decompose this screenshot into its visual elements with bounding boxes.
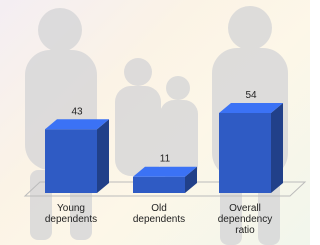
- value-label: 11: [160, 154, 171, 165]
- bar-side: [97, 119, 109, 193]
- x-tick-label: Young dependents: [36, 203, 106, 225]
- bar-side: [271, 103, 283, 193]
- value-label: 43: [71, 106, 83, 117]
- bar: [219, 103, 283, 193]
- bar-front: [45, 129, 97, 193]
- x-tick-label: Old dependents: [124, 203, 194, 225]
- bar-front: [219, 113, 271, 193]
- x-tick-label: Overall dependency ratio: [210, 203, 280, 236]
- bar: [45, 119, 109, 193]
- bar-front: [133, 177, 185, 193]
- chart: 43 11 54 Young dependents Old dependents Ove…: [0, 0, 310, 245]
- bar: [133, 167, 197, 193]
- value-label: 54: [245, 90, 257, 101]
